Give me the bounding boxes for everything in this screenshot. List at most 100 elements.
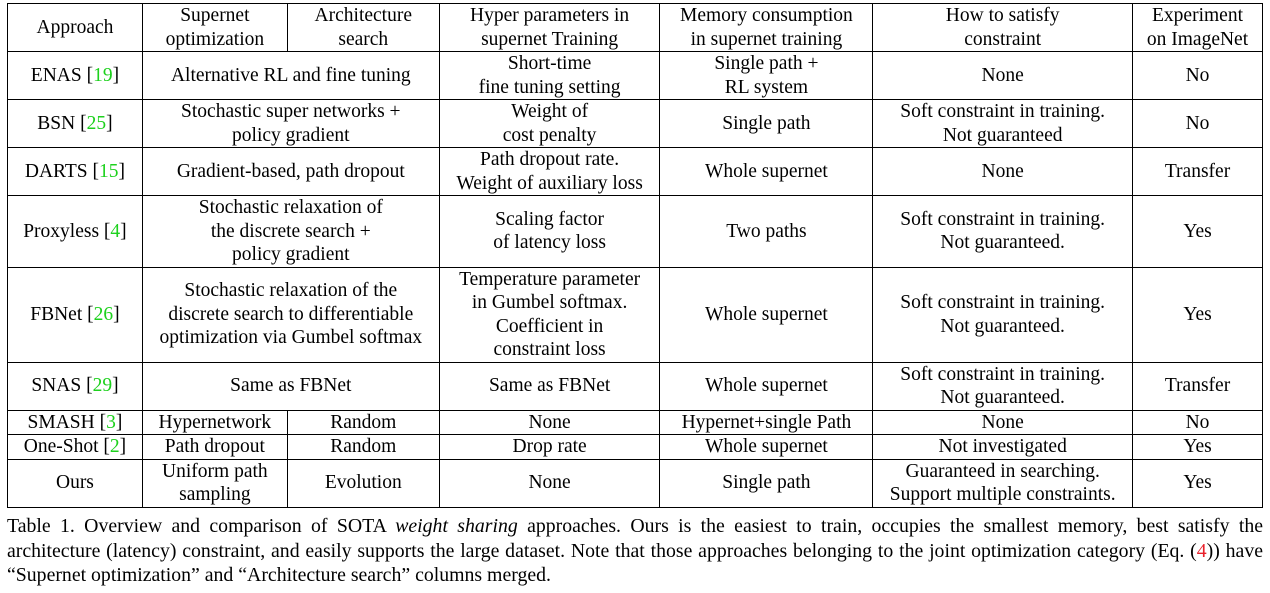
imagenet-cell-line: Transfer bbox=[1164, 160, 1231, 182]
header-hyper-parameters-line: Hyper parameters in bbox=[470, 5, 630, 26]
hyper-parameters-cell: None bbox=[438, 458, 661, 508]
hyper-parameters-cell-line: Weight of bbox=[511, 101, 589, 122]
header-architecture-search-line: Architecture bbox=[314, 5, 412, 26]
imagenet-cell-line: No bbox=[1185, 112, 1210, 134]
table-row: DARTS [15] Gradient-based, path dropout Pa… bbox=[7, 147, 1263, 196]
hyper-parameters-cell-line: cost penalty bbox=[502, 124, 597, 146]
hyper-parameters-cell-line: None bbox=[528, 472, 571, 494]
hyper-parameters-cell: Temperature parameter in Gumbel softmax. C… bbox=[438, 266, 661, 363]
approach-name: SNAS bbox=[31, 375, 82, 397]
joint-optimization-cell-line: Gradient-based, path dropout bbox=[176, 160, 405, 182]
architecture-search-cell: Evolution bbox=[286, 458, 440, 508]
hyper-parameters-cell: Short-time fine tuning setting bbox=[438, 51, 661, 100]
supernet-optimization-cell: Hypernetwork bbox=[141, 409, 288, 435]
citation-link[interactable]: 26 bbox=[93, 303, 114, 325]
approach-cell: One-Shot [2] bbox=[7, 434, 143, 460]
memory-consumption-cell-line: Whole supernet bbox=[704, 303, 828, 325]
joint-optimization-cell-line: Same as FBNet bbox=[230, 375, 352, 397]
imagenet-cell: Yes bbox=[1132, 434, 1263, 460]
caption-text-2: approaches. Ours is the easiest to train… bbox=[7, 515, 1263, 562]
joint-optimization-cell: Same as FBNet bbox=[141, 361, 440, 411]
memory-consumption-cell-line: Whole supernet bbox=[704, 160, 828, 182]
table-row: SMASH [3] Hypernetwork Random None Hypernet+… bbox=[7, 409, 1263, 435]
architecture-search-cell-line: Evolution bbox=[324, 472, 402, 494]
imagenet-cell: Yes bbox=[1132, 266, 1263, 363]
memory-consumption-cell-line: Single path bbox=[722, 472, 811, 494]
header-memory-consumption-line: Memory consumption bbox=[680, 5, 853, 26]
memory-consumption-cell-line: Single path bbox=[722, 112, 811, 134]
joint-optimization-cell-line: the discrete search + bbox=[210, 220, 371, 242]
memory-consumption-cell: Single path bbox=[659, 458, 874, 508]
hyper-parameters-cell: Scaling factor of latency loss bbox=[438, 195, 661, 268]
table-row: FBNet [26] Stochastic relaxation of the di… bbox=[7, 266, 1263, 363]
equation-reference-link[interactable]: 4 bbox=[1196, 539, 1207, 562]
table-row: Ours Uniform path sampling Evolution None Sin… bbox=[7, 458, 1263, 508]
constraint-cell: None bbox=[872, 147, 1134, 196]
citation-link[interactable]: 3 bbox=[106, 411, 116, 433]
constraint-cell-line: Support multiple constraints. bbox=[889, 484, 1116, 505]
header-memory-consumption-line: in supernet training bbox=[690, 28, 843, 50]
memory-consumption-cell-line: Hypernet+single Path bbox=[681, 411, 852, 433]
joint-optimization-cell: Alternative RL and fine tuning bbox=[141, 51, 440, 100]
constraint-cell: Soft constraint in training. Not guarante… bbox=[872, 99, 1134, 148]
joint-optimization-cell: Stochastic relaxation of the discrete sea… bbox=[141, 195, 440, 268]
memory-consumption-cell-line: Whole supernet bbox=[704, 436, 828, 457]
hyper-parameters-cell: Same as FBNet bbox=[438, 361, 661, 411]
joint-optimization-cell-line: optimization via Gumbel softmax bbox=[159, 327, 423, 349]
hyper-parameters-cell-line: Scaling factor bbox=[495, 208, 605, 230]
imagenet-cell-line: Transfer bbox=[1164, 375, 1231, 397]
memory-consumption-cell: Whole supernet bbox=[659, 266, 874, 363]
approach-name: BSN bbox=[37, 112, 76, 134]
architecture-search-cell: Random bbox=[286, 434, 440, 460]
table-row: One-Shot [2] Path dropout Random Drop rate W… bbox=[7, 434, 1263, 460]
memory-consumption-cell: Whole supernet bbox=[659, 361, 874, 411]
citation-link[interactable]: 29 bbox=[92, 375, 113, 397]
approach-name: Ours bbox=[55, 472, 94, 494]
hyper-parameters-cell-line: Same as FBNet bbox=[488, 375, 611, 397]
header-constraint: How to satisfy constraint bbox=[872, 3, 1134, 52]
header-supernet-optimization-line: optimization bbox=[165, 28, 265, 50]
architecture-search-cell-line: Random bbox=[330, 411, 397, 433]
header-constraint-line: constraint bbox=[964, 28, 1042, 50]
constraint-cell: Not investigated bbox=[872, 434, 1134, 460]
memory-consumption-cell-line: Two paths bbox=[726, 220, 807, 242]
comparison-table: Approach Supernet optimization Architecture… bbox=[7, 3, 1263, 508]
hyper-parameters-cell-line: None bbox=[528, 411, 571, 433]
memory-consumption-cell: Two paths bbox=[659, 195, 874, 268]
supernet-optimization-cell-line: sampling bbox=[179, 484, 251, 505]
hyper-parameters-cell: Weight of cost penalty bbox=[438, 99, 661, 148]
joint-optimization-cell-line: Stochastic relaxation of bbox=[198, 197, 383, 218]
constraint-cell-line: None bbox=[981, 160, 1024, 182]
approach-cell: Proxyless [4] bbox=[7, 195, 143, 268]
header-approach-line: Approach bbox=[36, 16, 114, 38]
joint-optimization-cell-line: Stochastic relaxation of the bbox=[184, 280, 398, 302]
joint-optimization-cell: Stochastic super networks + policy gradie… bbox=[141, 99, 440, 148]
imagenet-cell: Yes bbox=[1132, 458, 1263, 508]
hyper-parameters-cell: Path dropout rate. Weight of auxiliary lo… bbox=[438, 147, 661, 196]
constraint-cell: Guaranteed in searching. Support multiple… bbox=[872, 458, 1134, 508]
hyper-parameters-cell-line: fine tuning setting bbox=[478, 76, 621, 98]
citation-link[interactable]: 25 bbox=[86, 112, 107, 134]
joint-optimization-cell-line: Stochastic super networks + bbox=[181, 101, 401, 122]
imagenet-cell: No bbox=[1132, 99, 1263, 148]
table-row: Proxyless [4] Stochastic relaxation of the… bbox=[7, 195, 1263, 268]
citation-link[interactable]: 2 bbox=[109, 436, 120, 457]
hyper-parameters-cell-line: Path dropout rate. bbox=[480, 149, 620, 170]
constraint-cell-line: Not guaranteed. bbox=[940, 315, 1065, 337]
imagenet-cell: Transfer bbox=[1132, 361, 1263, 411]
joint-optimization-cell-line: policy gradient bbox=[232, 124, 350, 146]
header-architecture-search: Architecture search bbox=[286, 3, 440, 52]
header-imagenet-line: on ImageNet bbox=[1146, 28, 1249, 50]
citation-link[interactable]: 19 bbox=[93, 64, 113, 86]
hyper-parameters-cell-line: in Gumbel softmax. bbox=[471, 292, 628, 313]
header-supernet-optimization: Supernet optimization bbox=[141, 3, 288, 52]
constraint-cell: None bbox=[872, 409, 1134, 435]
header-imagenet: Experiment on ImageNet bbox=[1132, 3, 1263, 52]
header-memory-consumption: Memory consumption in supernet training bbox=[659, 3, 874, 52]
table-caption: Table 1. Overview and comparison of SOTA… bbox=[7, 514, 1263, 588]
constraint-cell-line: None bbox=[981, 411, 1024, 433]
citation-link[interactable]: 15 bbox=[99, 160, 119, 182]
constraint-cell-line: Soft constraint in training. bbox=[900, 208, 1106, 230]
citation-link[interactable]: 4 bbox=[110, 220, 121, 242]
hyper-parameters-cell-line: of latency loss bbox=[493, 232, 606, 254]
